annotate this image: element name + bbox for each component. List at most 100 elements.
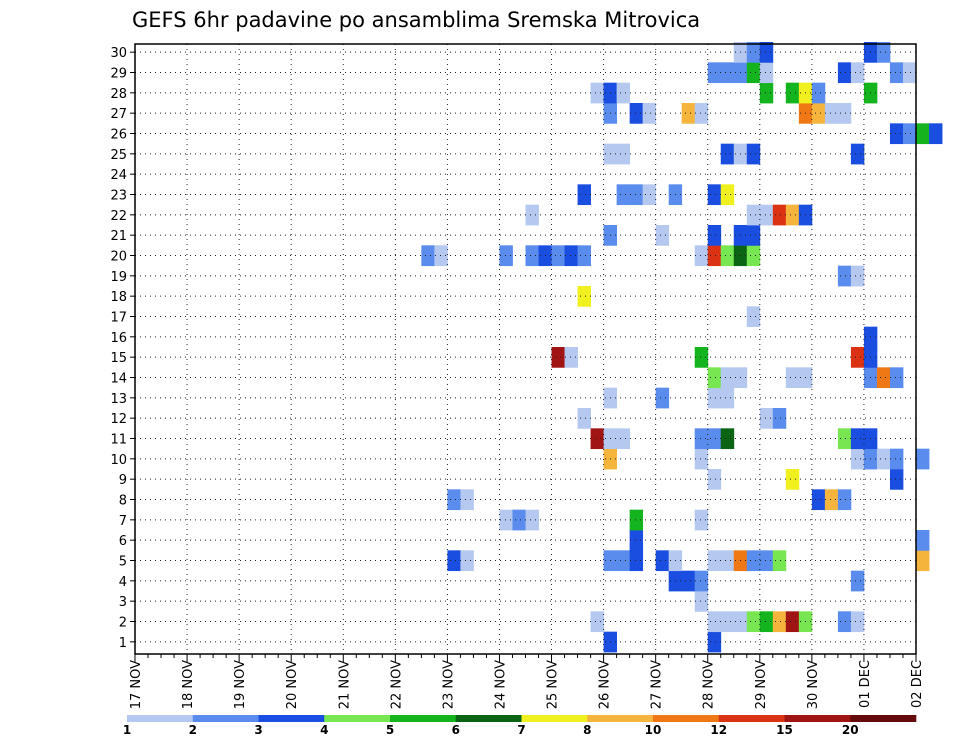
heatmap-cell [564, 347, 578, 368]
heatmap-cell [759, 204, 774, 226]
heatmap-cell [642, 103, 657, 124]
y-tick-label: 30 [110, 46, 127, 61]
heatmap-cell [720, 143, 735, 165]
legend-swatch [653, 715, 720, 722]
legend-swatch [455, 715, 522, 722]
heatmap-cell [694, 591, 709, 612]
heatmap-cell [850, 62, 865, 84]
heatmap-cell [707, 631, 722, 653]
cells-layer [421, 42, 943, 653]
heatmap-cell [460, 550, 474, 572]
heatmap-cell [759, 82, 774, 104]
x-tick-label: 23 NOV [441, 660, 456, 709]
plot-frame [134, 43, 917, 655]
heatmap-cell [694, 428, 709, 450]
y-tick-label: 4 [119, 575, 127, 590]
heatmap-cell [746, 611, 761, 633]
heatmap-cell [421, 245, 435, 267]
heatmap-cell [916, 123, 930, 145]
heatmap-cell [785, 82, 800, 104]
legend-swatch [390, 715, 457, 722]
heatmap-cell [850, 347, 865, 368]
heatmap-cell [889, 448, 904, 470]
heatmap-cell [681, 103, 696, 124]
y-tick-label: 10 [110, 453, 127, 468]
heatmap-cell [850, 265, 865, 287]
heatmap-cell [916, 448, 930, 470]
heatmap-cell [746, 225, 761, 246]
y-tick-label: 28 [110, 87, 127, 102]
heatmap-cell [772, 550, 787, 572]
heatmap-cell [590, 611, 604, 633]
heatmap-cell [720, 245, 735, 267]
y-tick-label: 25 [110, 148, 127, 163]
heatmap-cell [707, 611, 722, 633]
heatmap-cell [902, 123, 917, 145]
heatmap-cell [564, 245, 578, 267]
y-tick-label: 21 [110, 229, 127, 244]
legend-label: 5 [386, 723, 394, 737]
heatmap-cell [707, 428, 722, 450]
legend-swatch [718, 715, 785, 722]
heatmap-cell [577, 408, 591, 429]
heatmap-cell [525, 245, 539, 267]
heatmap-cell [811, 82, 826, 104]
heatmap-cell [889, 62, 904, 84]
heatmap-cell [746, 62, 761, 84]
heatmap-cell [746, 143, 761, 165]
x-tick-label: 02 DEC [910, 660, 925, 708]
heatmap-cell [811, 489, 826, 511]
x-tick-label: 28 NOV [702, 660, 717, 709]
heatmap-cell [577, 184, 591, 206]
heatmap-cell [681, 570, 696, 592]
legend: 1 2 3 4 5 6 7 8 10 12 15 20 [123, 715, 917, 737]
heatmap-cell [811, 103, 826, 124]
heatmap-cell [837, 62, 852, 84]
heatmap-cell [720, 428, 735, 450]
heatmap-cell [889, 367, 904, 389]
heatmap-cell [707, 550, 722, 572]
heatmap-cell [850, 570, 865, 592]
y-tick-label: 12 [110, 412, 127, 427]
legend-swatch [587, 715, 654, 722]
heatmap-cell [694, 245, 709, 267]
heatmap-cell [720, 367, 735, 389]
heatmap-cell [551, 245, 565, 267]
legend-label: 20 [842, 723, 859, 737]
heatmap-cell [785, 611, 800, 633]
legend-label: 12 [710, 723, 727, 737]
heatmap-cell [720, 611, 735, 633]
heatmap-cell [590, 82, 604, 104]
heatmap-cell [616, 550, 631, 572]
heatmap-cell [707, 62, 722, 84]
heatmap-cell [512, 509, 526, 531]
y-tick-label: 7 [119, 514, 127, 529]
heatmap-cell [460, 489, 474, 511]
heatmap-cell [824, 103, 839, 124]
y-tick-label: 16 [110, 331, 127, 346]
heatmap-cell [837, 265, 852, 287]
legend-label: 6 [452, 723, 460, 737]
x-tick-label: 26 NOV [598, 660, 613, 709]
heatmap-cell [525, 204, 539, 226]
heatmap-cell [707, 367, 722, 389]
x-tick-label: 17 NOV [129, 660, 144, 709]
legend-swatch [324, 715, 391, 722]
heatmap-cell [694, 448, 709, 470]
heatmap-cell [889, 123, 904, 145]
heatmap-cell [759, 408, 774, 429]
legend-swatch [521, 715, 588, 722]
heatmap-cell [694, 347, 709, 368]
legend-label: 1 [123, 723, 131, 737]
y-tick-label: 19 [110, 270, 127, 285]
heatmap-cell [655, 550, 670, 572]
y-tick-label: 17 [110, 311, 127, 326]
x-tick-label: 21 NOV [337, 660, 352, 709]
heatmap-cell [499, 245, 513, 267]
heatmap-cell [759, 550, 774, 572]
heatmap-cell [629, 530, 644, 551]
heatmap-cell [837, 489, 852, 511]
heatmap-cell [499, 509, 513, 531]
heatmap-cell [694, 509, 709, 531]
